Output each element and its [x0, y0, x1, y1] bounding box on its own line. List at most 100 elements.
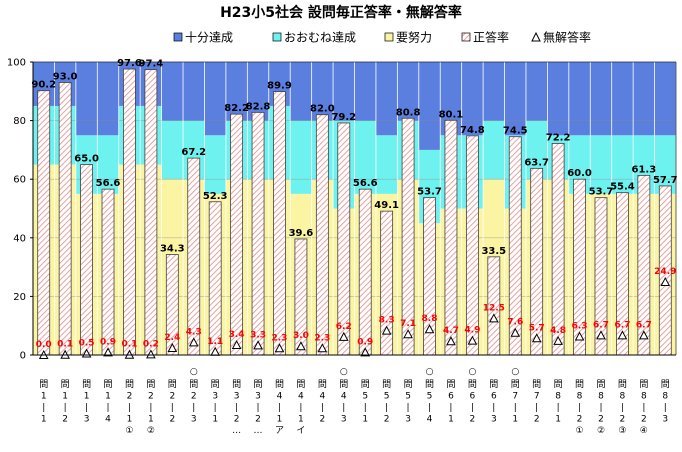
category-label-part: 8 — [598, 392, 604, 402]
correct-rate-label: 97.6 — [117, 58, 142, 69]
correct-rate-bar — [101, 188, 115, 356]
no-answer-label: 24.9 — [654, 267, 676, 277]
no-answer-label: 12.5 — [483, 303, 505, 313]
no-answer-label: 0.5 — [79, 339, 95, 349]
category-label-part: | — [149, 403, 152, 413]
category-label: 問 8| 1 — [554, 379, 563, 425]
correct-rate-label: 67.2 — [181, 147, 206, 158]
category-label-part: … — [254, 426, 263, 436]
correct-rate-label: 60.0 — [567, 168, 592, 179]
band-sufficient — [568, 62, 591, 136]
category-label-part: 4 — [341, 392, 347, 402]
category-label-part: ① — [125, 426, 133, 436]
category-label-part: | — [449, 403, 452, 413]
category-label-part: 1 — [62, 392, 68, 402]
category-label-part: 1 — [148, 415, 154, 425]
category-label-part: 問 — [254, 379, 263, 390]
no-answer-marker — [403, 329, 413, 339]
legend-label-2: 要努力 — [396, 30, 432, 45]
category-label-part: | — [106, 403, 109, 413]
category-label-part: 1 — [512, 415, 518, 425]
correct-rate-label: 82.0 — [310, 104, 335, 115]
category-label-part: 2 — [620, 415, 626, 425]
no-answer-label: 6.2 — [336, 322, 352, 332]
no-answer-marker — [103, 347, 113, 357]
category-label-part: 5 — [384, 392, 390, 402]
category-label-part: | — [257, 403, 260, 413]
plot-area: 90.293.0 65.0 56.6 97.697.4 34.3 67.2 52.3 82.2… — [31, 58, 678, 359]
correct-rate-label: 33.5 — [481, 246, 506, 257]
band-mostly — [161, 120, 184, 180]
correct-rate-bar — [551, 143, 565, 356]
no-answer-label: 6.7 — [614, 320, 630, 330]
correct-rate-label: 82.8 — [246, 101, 271, 112]
category-label-part: 2 — [255, 415, 261, 425]
y-tick-label: 20 — [13, 292, 26, 303]
category-label-part: 6 — [491, 392, 497, 402]
correct-rate-label: 80.8 — [396, 107, 421, 118]
category-label-part: 問 — [468, 379, 477, 390]
chart-title: H23小5社会 設問毎正答率・無解答率 — [220, 4, 462, 21]
correct-rate-label: 56.6 — [353, 178, 378, 189]
category-label-part: 問 — [532, 379, 541, 390]
correct-rate-bar — [80, 164, 93, 356]
band-sufficient — [204, 62, 226, 136]
band-sufficient — [225, 62, 248, 121]
no-answer-marker — [467, 335, 478, 345]
category-label-part: 3 — [234, 392, 240, 402]
category-label-part: 1 — [84, 392, 90, 402]
category-label-part: 2 — [148, 392, 154, 402]
category-label-part: 5 — [405, 392, 411, 402]
correct-rate-label: 80.1 — [439, 109, 464, 120]
y-tick-label: 60 — [13, 175, 26, 186]
band-sufficient — [547, 62, 569, 136]
band-sufficient — [590, 62, 612, 136]
band-sufficient — [97, 62, 119, 136]
correct-rate-label: 53.7 — [589, 187, 614, 198]
key-question-mark: ○ — [340, 367, 348, 377]
category-label-part: | — [621, 403, 624, 413]
category-label: 問 3| 2… — [232, 379, 241, 436]
y-tick-label: 80 — [13, 116, 26, 127]
correct-rate-bar — [230, 113, 244, 356]
no-answer-marker — [531, 333, 542, 343]
category-label-part: 8 — [577, 392, 583, 402]
correct-rate-label: 39.6 — [289, 228, 314, 239]
band-mostly — [290, 120, 312, 194]
category-label-part: 問 — [296, 379, 305, 390]
category-label: ○ 問 5| 4 — [425, 367, 434, 425]
band-sufficient — [397, 62, 419, 121]
category-label-part: 1 — [298, 415, 304, 425]
category-label: 問 1| 3 — [82, 379, 91, 425]
correct-rate-label: 93.0 — [53, 72, 78, 83]
category-label-part: 8 — [662, 392, 668, 402]
correct-rate-label: 74.5 — [503, 126, 528, 137]
band-sufficient — [183, 62, 205, 121]
no-answer-label: 0.9 — [100, 337, 116, 347]
category-label-part: | — [235, 403, 238, 413]
correct-rate-bar — [251, 111, 265, 356]
category-label-part: 1 — [41, 415, 47, 425]
no-answer-label: 3.0 — [293, 331, 309, 341]
band-sufficient — [354, 62, 376, 121]
category-label: 問 5| 3 — [404, 379, 413, 425]
correct-rate-bar — [123, 68, 136, 356]
no-answer-label: 2.3 — [272, 333, 288, 343]
category-label-part: ア — [275, 426, 284, 436]
no-answer-marker — [146, 349, 156, 359]
category-label: 問 6| 3 — [489, 379, 498, 425]
category-label-part: 問 — [554, 379, 563, 390]
legend-label-0: 十分達成 — [185, 31, 233, 45]
no-answer-marker — [660, 276, 671, 287]
category-label-part: イ — [296, 426, 305, 436]
category-label-part: 6 — [448, 392, 454, 402]
category-label-part: 問 — [446, 379, 455, 390]
category-label-part: | — [64, 403, 67, 413]
category-label-part: | — [471, 403, 474, 413]
category-label-part: 問 — [382, 379, 391, 390]
band-mostly — [483, 120, 505, 180]
correct-rate-label: 82.2 — [224, 103, 249, 114]
key-question-mark: ○ — [190, 367, 198, 377]
category-label-part: ② — [597, 426, 605, 436]
correct-rate-bar — [187, 157, 201, 356]
